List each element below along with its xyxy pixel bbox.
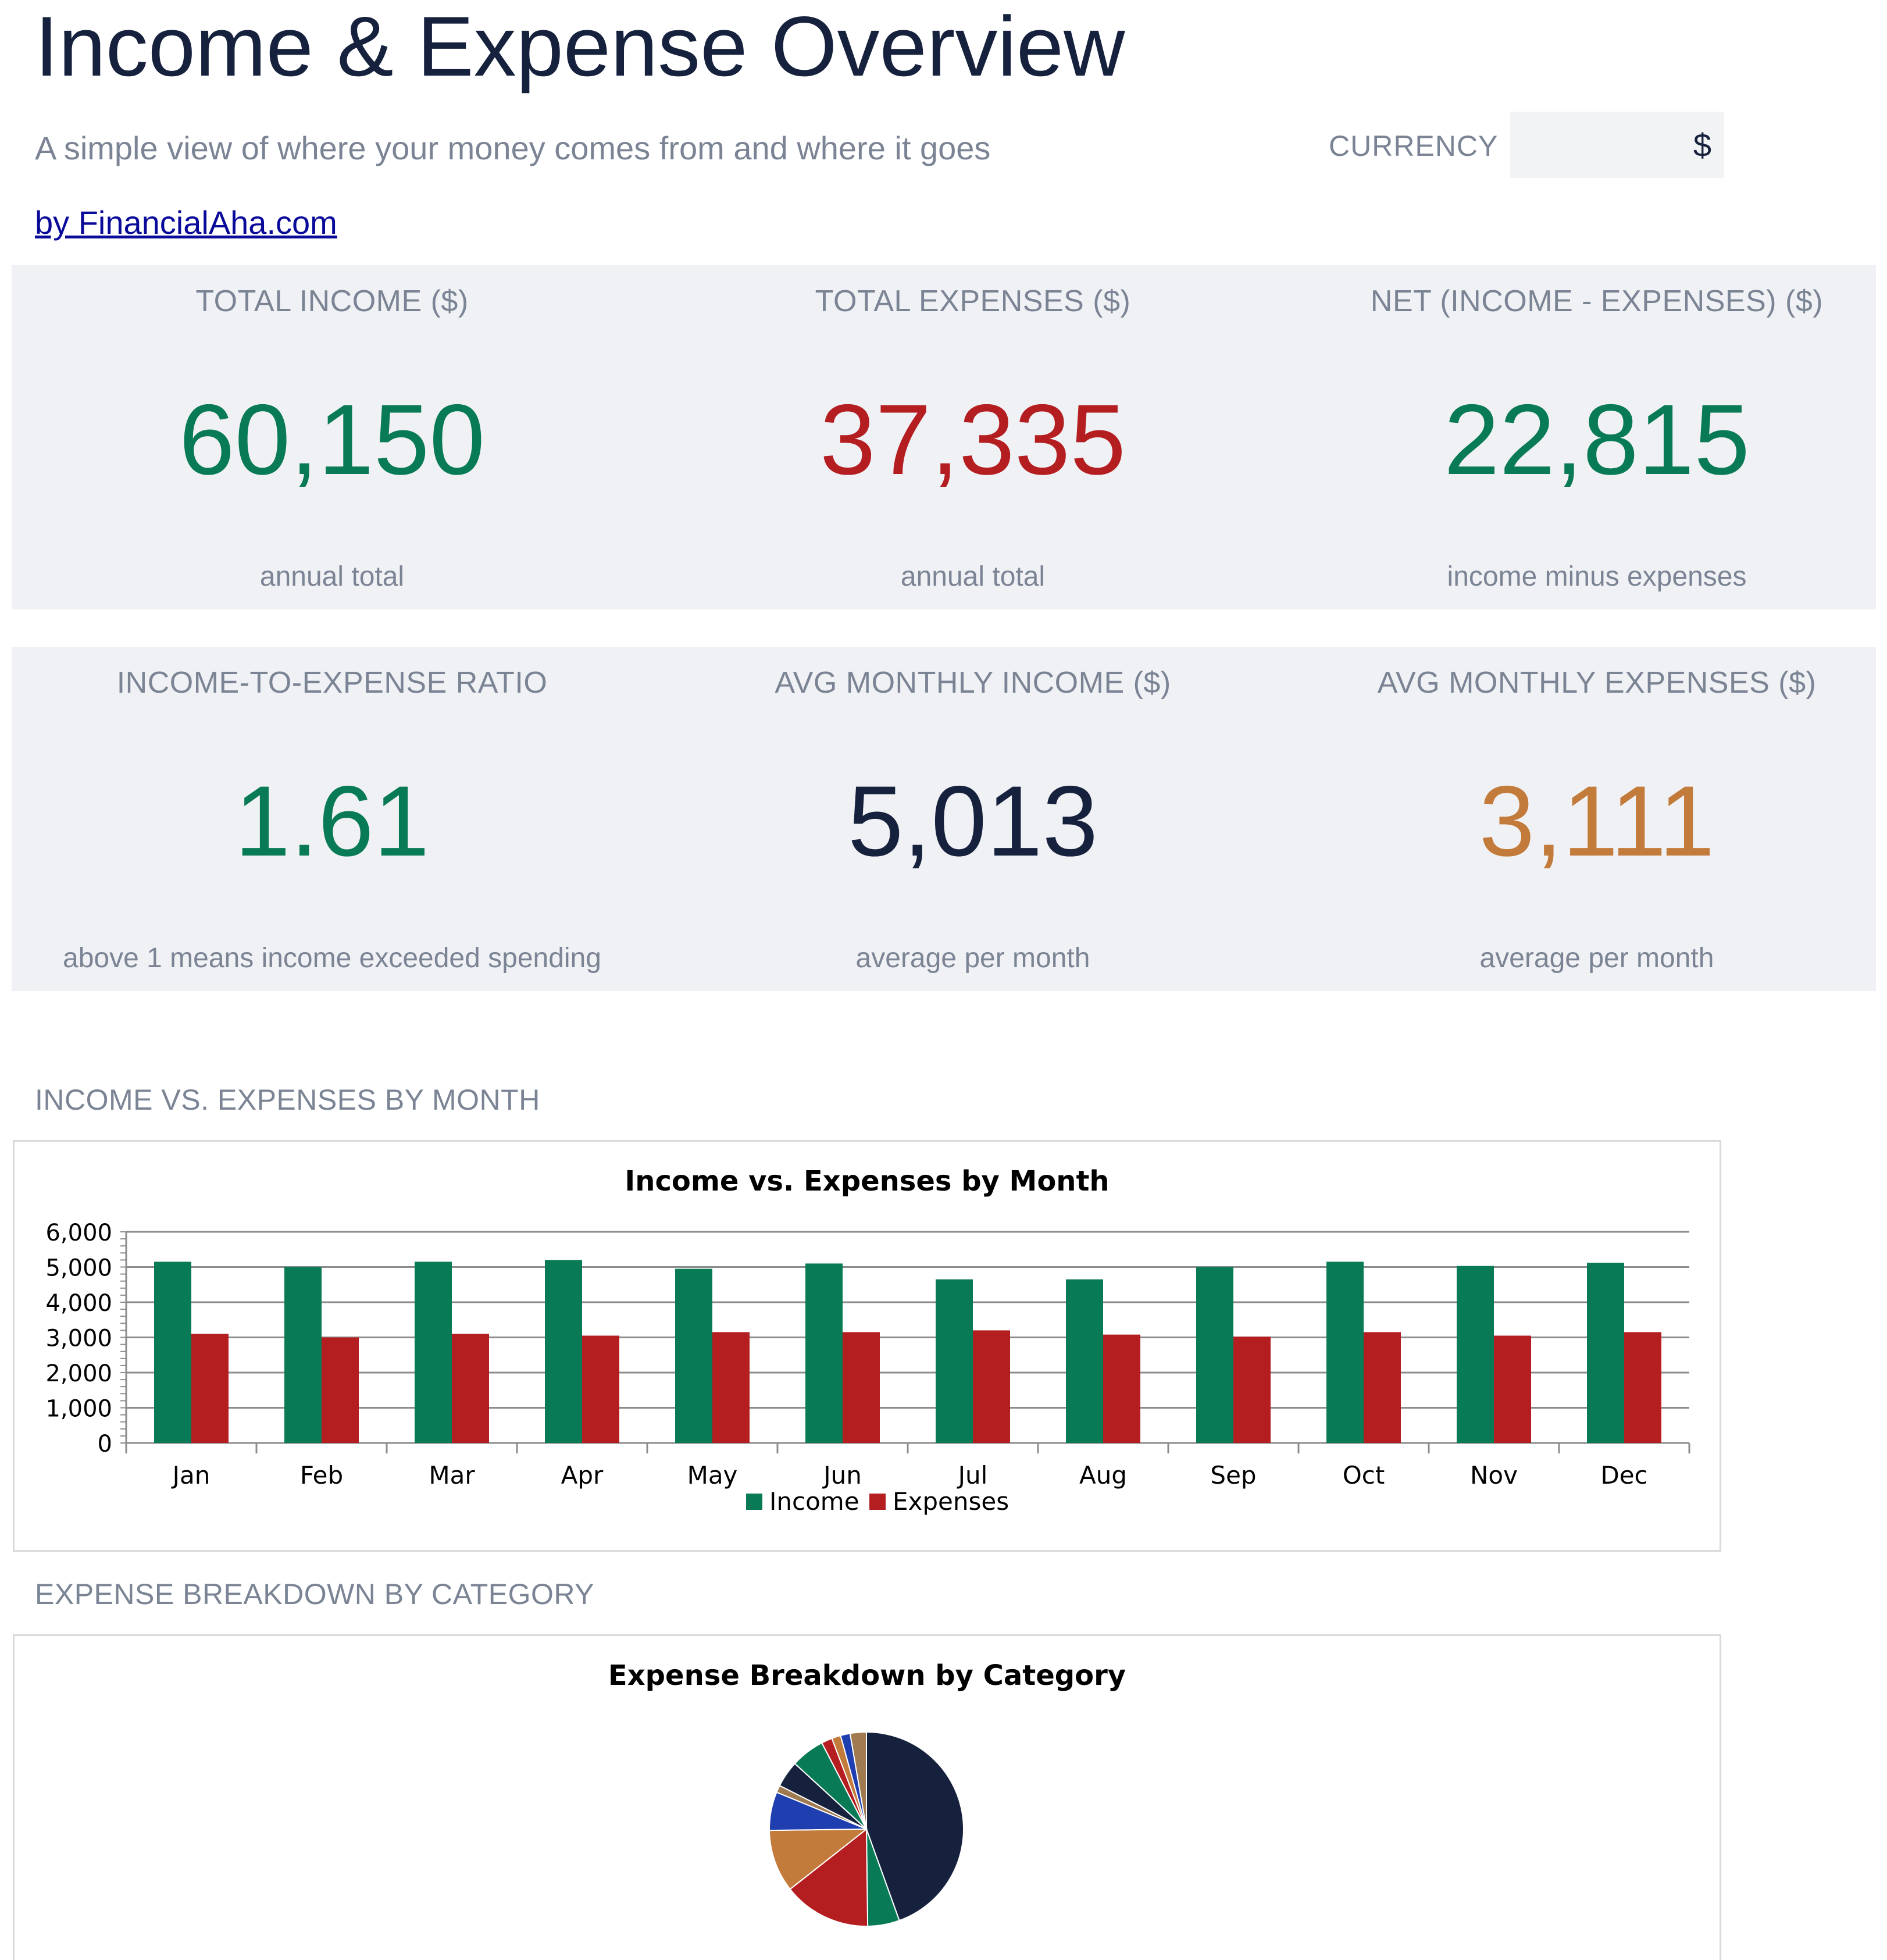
y-tick-label: 0 <box>98 1431 112 1457</box>
pie-slice <box>849 1731 867 1830</box>
x-tick-label: Sep <box>1210 1461 1256 1489</box>
bar-expenses <box>973 1330 1010 1443</box>
x-tick-label: Oct <box>1343 1461 1385 1489</box>
currency-label: CURRENCY <box>1329 130 1499 162</box>
kpi-label: NET (INCOME - EXPENSES) ($) <box>1370 284 1824 318</box>
bar-income <box>1326 1261 1364 1443</box>
bar-expenses <box>322 1337 359 1443</box>
kpi-label: AVG MONTHLY INCOME ($) <box>775 666 1171 700</box>
bar-income <box>1066 1279 1103 1443</box>
y-tick-label: 5,000 <box>45 1255 112 1282</box>
kpi-panel-averages: INCOME-TO-EXPENSE RATIO 1.61 above 1 mea… <box>12 647 1876 991</box>
x-tick-label: Nov <box>1470 1461 1518 1489</box>
kpi-card-total-expenses: TOTAL EXPENSES ($) 37,335 annual total <box>652 265 1293 610</box>
bar-income <box>154 1261 191 1443</box>
pie-slice <box>768 1828 868 1890</box>
legend-label-expenses: Expenses <box>893 1487 1009 1516</box>
y-tick-label: 4,000 <box>45 1290 112 1317</box>
kpi-card-avg-expenses: AVG MONTHLY EXPENSES ($) 3,111 average p… <box>1269 647 1887 991</box>
bar-expenses <box>582 1335 619 1443</box>
bar-expenses <box>1103 1334 1140 1443</box>
legend-swatch-income <box>746 1494 762 1510</box>
kpi-caption: income minus expenses <box>1447 561 1747 592</box>
bar-expenses <box>1233 1337 1271 1443</box>
y-tick-label: 2,000 <box>45 1360 112 1387</box>
kpi-value: 22,815 <box>1443 384 1750 496</box>
pie-slice <box>789 1827 869 1927</box>
chart-title: Expense Breakdown by Category <box>608 1659 1126 1692</box>
bar-expenses <box>191 1334 229 1443</box>
kpi-label: TOTAL INCOME ($) <box>195 284 469 318</box>
bar-income <box>415 1261 452 1443</box>
x-tick-label: Jul <box>957 1461 988 1489</box>
x-tick-label: Jun <box>822 1461 862 1489</box>
byline-link[interactable]: by FinancialAha.com <box>35 204 337 241</box>
kpi-caption: average per month <box>1479 943 1714 974</box>
kpi-caption: annual total <box>900 561 1046 592</box>
x-tick-label: Jan <box>171 1461 211 1489</box>
bar-income <box>1196 1267 1233 1443</box>
kpi-value: 1.61 <box>234 765 430 877</box>
bar-expenses <box>712 1332 750 1443</box>
x-tick-label: Mar <box>429 1461 475 1489</box>
kpi-caption: annual total <box>259 561 405 592</box>
kpi-card-avg-income: AVG MONTHLY INCOME ($) 5,013 average per… <box>652 647 1293 991</box>
y-tick-label: 1,000 <box>45 1396 112 1423</box>
bar-expenses <box>1364 1332 1401 1443</box>
kpi-caption: average per month <box>855 943 1090 974</box>
kpi-label: INCOME-TO-EXPENSE RATIO <box>116 666 548 700</box>
bar-income <box>545 1260 582 1443</box>
legend-swatch-expenses <box>869 1494 886 1510</box>
kpi-card-total-income: TOTAL INCOME ($) 60,150 annual total <box>12 265 652 610</box>
bar-income <box>936 1279 973 1443</box>
y-tick-label: 3,000 <box>45 1325 112 1352</box>
bar-expenses <box>452 1334 489 1443</box>
kpi-value: 37,335 <box>819 384 1126 496</box>
kpi-value: 5,013 <box>847 765 1098 877</box>
x-tick-label: Dec <box>1600 1461 1647 1489</box>
section-label-breakdown: EXPENSE BREAKDOWN BY CATEGORY <box>35 1578 594 1610</box>
kpi-value: 3,111 <box>1479 765 1715 877</box>
pie-slice <box>866 1731 964 1922</box>
x-tick-label: May <box>687 1461 738 1489</box>
bar-income <box>675 1268 712 1443</box>
currency-input[interactable] <box>1510 112 1724 178</box>
breakdown-chart-container: Expense Breakdown by Category <box>13 1634 1721 1960</box>
bar-expenses <box>843 1332 880 1443</box>
kpi-value: 60,150 <box>179 384 486 496</box>
monthly-chart-container: Income vs. Expenses by Month 0 1,000 2,000… <box>13 1140 1721 1552</box>
kpi-card-net: NET (INCOME - EXPENSES) ($) 22,815 incom… <box>1269 265 1887 610</box>
chart-title: Income vs. Expenses by Month <box>625 1165 1110 1198</box>
page-title: Income & Expense Overview <box>35 0 1125 94</box>
x-tick-label: Apr <box>561 1461 604 1489</box>
kpi-caption: above 1 means income exceeded spending <box>63 943 601 974</box>
bar-income <box>1457 1266 1494 1443</box>
y-tick-label: 6,000 <box>45 1220 112 1246</box>
x-tick-label: Feb <box>300 1461 343 1489</box>
bar-chart: 0 1,000 2,000 3,000 4,000 5,000 6,000 Jan Feb Mar… <box>45 1220 1690 1516</box>
bar-income <box>1587 1263 1624 1443</box>
bar-expenses <box>1624 1332 1661 1443</box>
bar-income <box>805 1263 843 1443</box>
kpi-label: AVG MONTHLY EXPENSES ($) <box>1377 666 1817 700</box>
kpi-panel-totals: TOTAL INCOME ($) 60,150 annual total TOT… <box>12 265 1876 610</box>
bar-expenses <box>1494 1335 1531 1443</box>
pie-chart <box>768 1731 964 1927</box>
legend-label-income: Income <box>769 1487 859 1516</box>
x-tick-label: Aug <box>1079 1461 1127 1489</box>
page-subtitle: A simple view of where your money comes … <box>35 130 991 166</box>
kpi-label: TOTAL EXPENSES ($) <box>815 284 1131 318</box>
section-label-monthly: INCOME VS. EXPENSES BY MONTH <box>35 1084 540 1116</box>
bar-income <box>284 1267 322 1443</box>
kpi-card-ratio: INCOME-TO-EXPENSE RATIO 1.61 above 1 mea… <box>12 647 652 991</box>
